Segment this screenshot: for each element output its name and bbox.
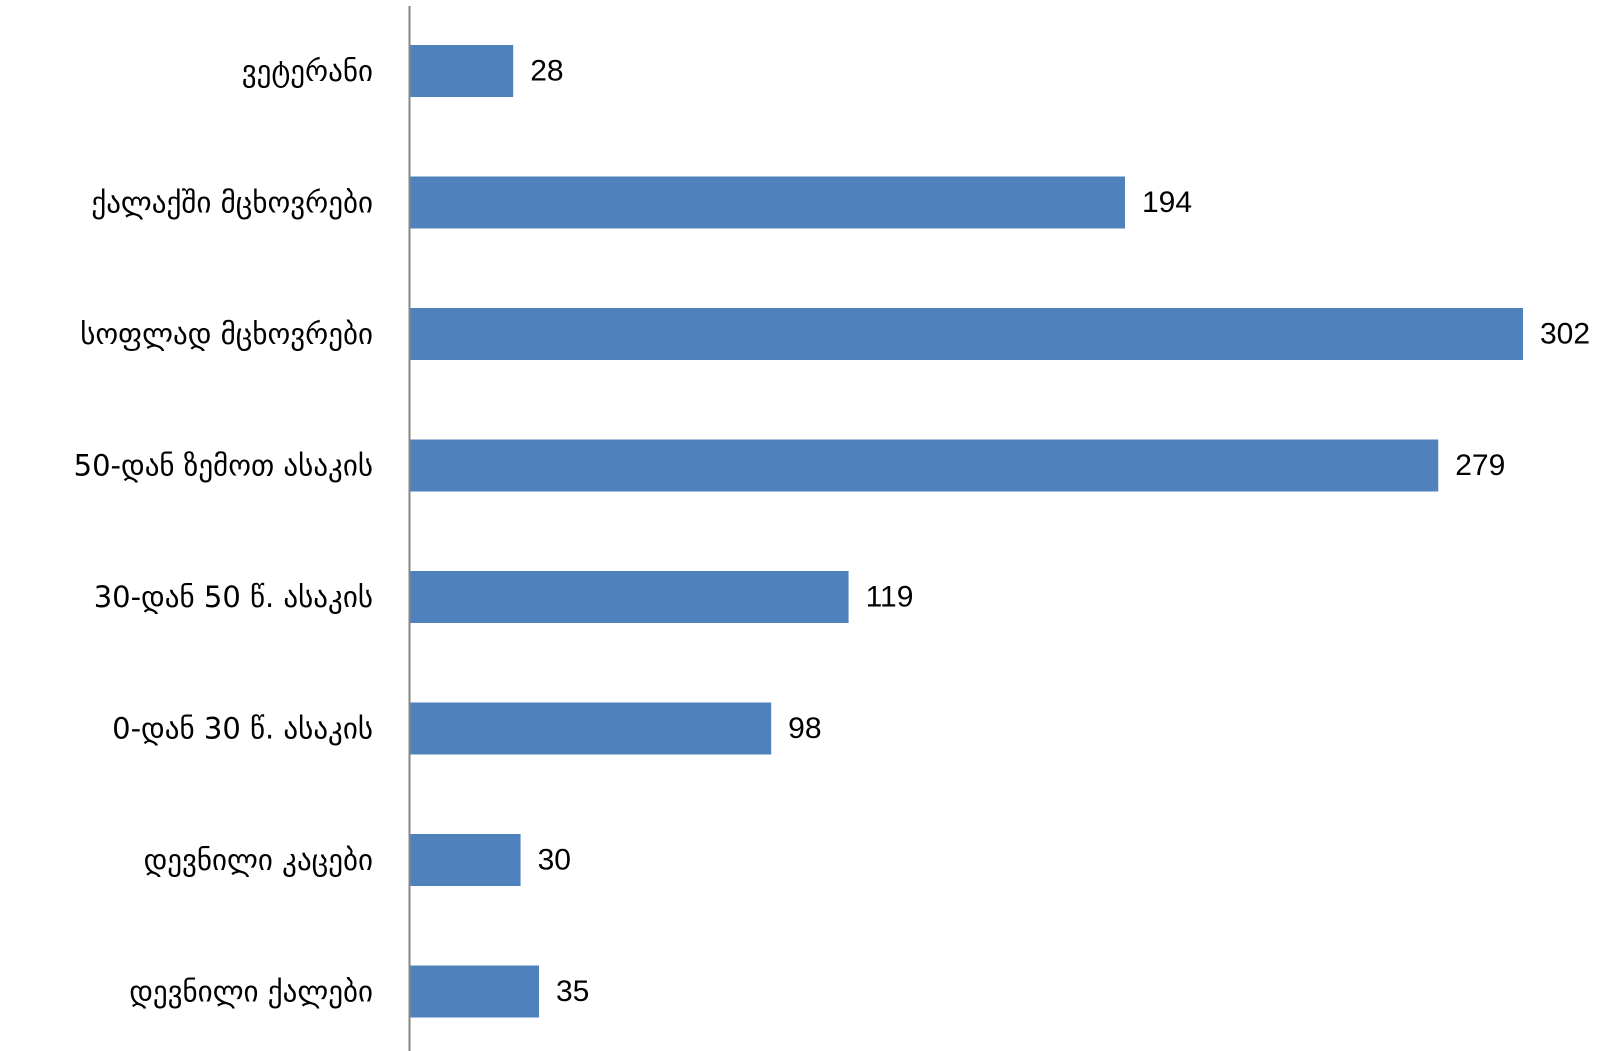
bars-layer — [410, 45, 1523, 1018]
category-label: დევნილი კაცები — [144, 843, 373, 877]
data-labels: 28 194 302 279 119 98 30 35 — [530, 55, 1590, 1009]
category-labels: ვეტერანი ქალაქში მცხოვრები სოფლად მცხოვრებ… — [74, 54, 373, 1009]
data-label: 119 — [866, 581, 914, 614]
data-label: 279 — [1455, 449, 1505, 482]
bar — [410, 439, 1439, 492]
data-label: 28 — [530, 55, 563, 88]
bar — [410, 571, 849, 623]
data-label: 30 — [538, 844, 571, 877]
category-label: ქალაქში მცხოვრები — [91, 186, 373, 220]
bar — [410, 308, 1523, 360]
data-label: 35 — [556, 975, 589, 1008]
category-label: 50-დან ზემოთ ასაკის — [74, 449, 373, 483]
category-label: 30-დან 50 წ. ასაკის — [94, 580, 373, 614]
category-label: 0-დან 30 წ. ასაკის — [112, 712, 373, 746]
bar — [410, 834, 521, 886]
data-label: 302 — [1540, 318, 1590, 351]
category-label: ვეტერანი — [242, 54, 373, 88]
category-label: სოფლად მცხოვრები — [80, 317, 373, 351]
bar — [410, 965, 539, 1018]
data-label: 194 — [1142, 186, 1192, 219]
bar — [410, 45, 514, 97]
data-label: 98 — [788, 712, 821, 745]
bar — [410, 176, 1125, 229]
category-label: დევნილი ქალები — [129, 975, 373, 1009]
bar — [410, 702, 772, 755]
